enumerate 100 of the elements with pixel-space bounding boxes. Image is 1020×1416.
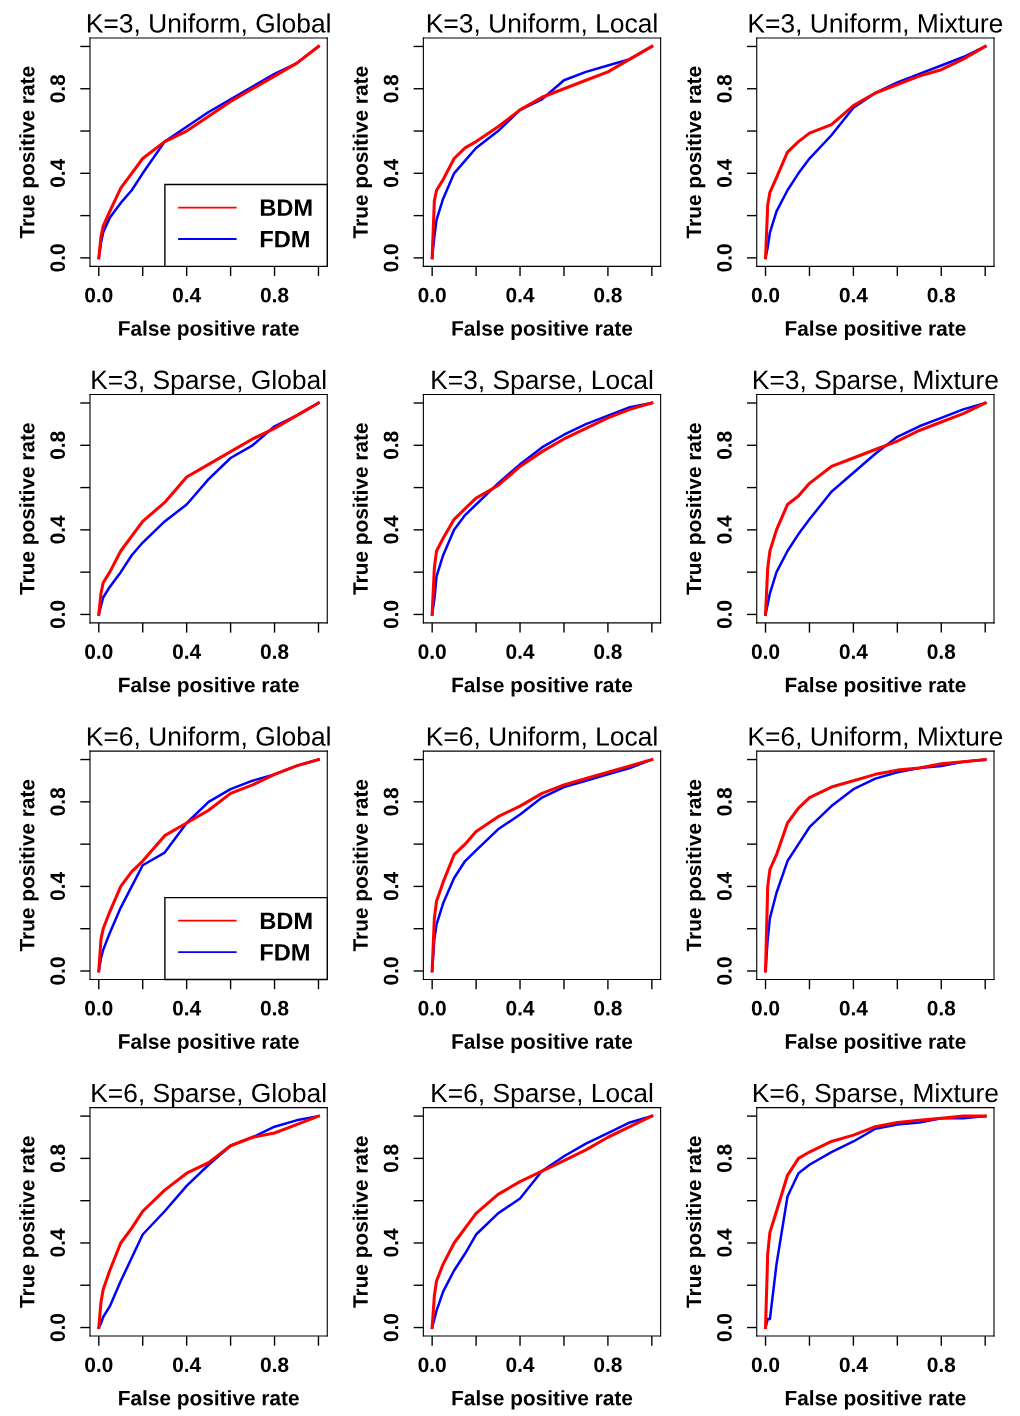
- x-tick-label: 0.8: [260, 644, 289, 660]
- y-tick-label: 0.8: [383, 74, 399, 103]
- y-axis-title: True positive rate: [19, 779, 39, 952]
- y-axis-title: True positive rate: [19, 423, 39, 595]
- y-tick-label: 0.8: [50, 1144, 66, 1173]
- x-tick-label: 0.4: [839, 287, 868, 303]
- x-tick-label: 0.0: [85, 1000, 113, 1016]
- x-tick-label: 0.8: [260, 1000, 289, 1016]
- y-tick-label: 0.0: [383, 1313, 399, 1342]
- x-axis-title: False positive rate: [119, 677, 299, 697]
- y-tick-label: 0.4: [50, 872, 66, 901]
- x-tick-label: 0.4: [506, 644, 535, 660]
- legend-label: BDM: [260, 912, 312, 929]
- x-tick-label: 0.8: [260, 287, 289, 303]
- x-tick-label: 0.4: [173, 1357, 202, 1373]
- y-tick-label: 0.0: [50, 244, 66, 272]
- x-tick-label: 0.4: [506, 287, 535, 303]
- y-axis-title: True positive rate: [19, 66, 39, 239]
- y-tick-label: 0.4: [50, 158, 66, 187]
- x-tick-label: 0.0: [751, 1000, 780, 1016]
- chart-title: K=6, Sparse, Local: [432, 1082, 653, 1108]
- y-tick-label: 0.0: [50, 1313, 66, 1342]
- y-tick-label: 0.4: [717, 872, 732, 901]
- line-series: [430, 401, 654, 616]
- y-axis-title: True positive rate: [685, 66, 706, 239]
- legend-label: FDM: [260, 231, 309, 248]
- chart-title: K=3, Uniform, Mixture: [749, 13, 1003, 36]
- y-axis-title: True positive rate: [685, 1136, 706, 1308]
- line-series: [764, 401, 987, 616]
- y-tick-label: 0.4: [50, 1228, 66, 1257]
- x-axis-title: False positive rate: [785, 677, 966, 697]
- y-tick-label: 0.4: [383, 515, 399, 544]
- x-tick-label: 0.0: [85, 287, 113, 303]
- chart-title: K=3, Sparse, Global: [92, 369, 326, 395]
- y-axis-title: True positive rate: [685, 779, 706, 952]
- legend-label: BDM: [260, 199, 312, 216]
- line-series: [97, 758, 320, 973]
- x-axis-title: False positive rate: [785, 1390, 966, 1410]
- y-tick-label: 0.4: [717, 515, 732, 544]
- x-axis-title: False positive rate: [452, 1033, 633, 1054]
- x-tick-label: 0.8: [927, 1357, 956, 1373]
- x-axis-title: False positive rate: [119, 1390, 299, 1410]
- x-axis-title: False positive rate: [452, 1390, 633, 1410]
- y-tick-label: 0.8: [383, 431, 399, 459]
- y-tick-label: 0.8: [717, 788, 732, 816]
- y-tick-label: 0.4: [383, 158, 399, 187]
- y-axis-title: True positive rate: [352, 423, 372, 595]
- x-tick-label: 0.8: [594, 644, 622, 660]
- x-tick-label: 0.0: [85, 644, 113, 660]
- x-tick-label: 0.8: [594, 1000, 622, 1016]
- y-tick-label: 0.4: [50, 515, 66, 544]
- y-tick-label: 0.8: [50, 74, 66, 103]
- y-tick-label: 0.0: [717, 244, 732, 272]
- y-tick-label: 0.8: [50, 431, 66, 459]
- x-tick-label: 0.0: [418, 644, 446, 660]
- x-tick-label: 0.4: [173, 287, 202, 303]
- y-axis-title: True positive rate: [352, 779, 372, 952]
- line-series: [764, 758, 987, 973]
- chart-title: K=3, Uniform, Local: [427, 13, 657, 36]
- x-tick-label: 0.0: [85, 1357, 113, 1373]
- y-tick-label: 0.8: [383, 1144, 399, 1173]
- x-axis-title: False positive rate: [785, 320, 966, 340]
- x-tick-label: 0.4: [839, 644, 868, 660]
- chart-title: K=3, Uniform, Global: [87, 13, 330, 36]
- x-tick-label: 0.4: [173, 1000, 202, 1016]
- chart-title: K=6, Sparse, Global: [92, 1082, 326, 1108]
- chart-title: K=6, Uniform, Global: [87, 726, 330, 749]
- y-tick-label: 0.0: [717, 957, 732, 985]
- x-tick-label: 0.4: [173, 644, 202, 660]
- x-tick-label: 0.0: [418, 1000, 446, 1016]
- x-axis-title: False positive rate: [119, 1033, 299, 1054]
- x-tick-label: 0.8: [260, 1357, 289, 1373]
- y-tick-label: 0.4: [717, 158, 732, 187]
- y-tick-label: 0.8: [717, 1144, 732, 1173]
- y-tick-label: 0.4: [717, 1228, 732, 1257]
- y-tick-label: 0.8: [383, 788, 399, 816]
- x-tick-label: 0.0: [751, 644, 780, 660]
- y-tick-label: 0.8: [717, 74, 732, 103]
- y-axis-title: True positive rate: [685, 423, 706, 595]
- legend-label: FDM: [260, 944, 309, 961]
- line-series: [97, 401, 320, 616]
- y-tick-label: 0.0: [383, 957, 399, 985]
- y-axis-title: True positive rate: [19, 1136, 39, 1308]
- x-tick-label: 0.8: [594, 287, 622, 303]
- x-tick-label: 0.0: [751, 1357, 780, 1373]
- y-axis-title: True positive rate: [352, 66, 372, 239]
- chart-title: K=3, Sparse, Local: [432, 369, 653, 395]
- x-tick-label: 0.4: [506, 1357, 535, 1373]
- y-tick-label: 0.4: [383, 1228, 399, 1257]
- y-axis-title: True positive rate: [352, 1136, 372, 1308]
- x-tick-label: 0.0: [418, 287, 446, 303]
- x-tick-label: 0.4: [839, 1357, 868, 1373]
- line-series: [430, 758, 654, 973]
- y-tick-label: 0.0: [383, 600, 399, 629]
- x-tick-label: 0.0: [751, 287, 780, 303]
- chart-title: K=6, Uniform, Local: [427, 726, 657, 749]
- x-tick-label: 0.8: [927, 287, 956, 303]
- x-axis-title: False positive rate: [452, 677, 633, 697]
- y-tick-label: 0.4: [383, 872, 399, 901]
- line-series: [97, 44, 320, 260]
